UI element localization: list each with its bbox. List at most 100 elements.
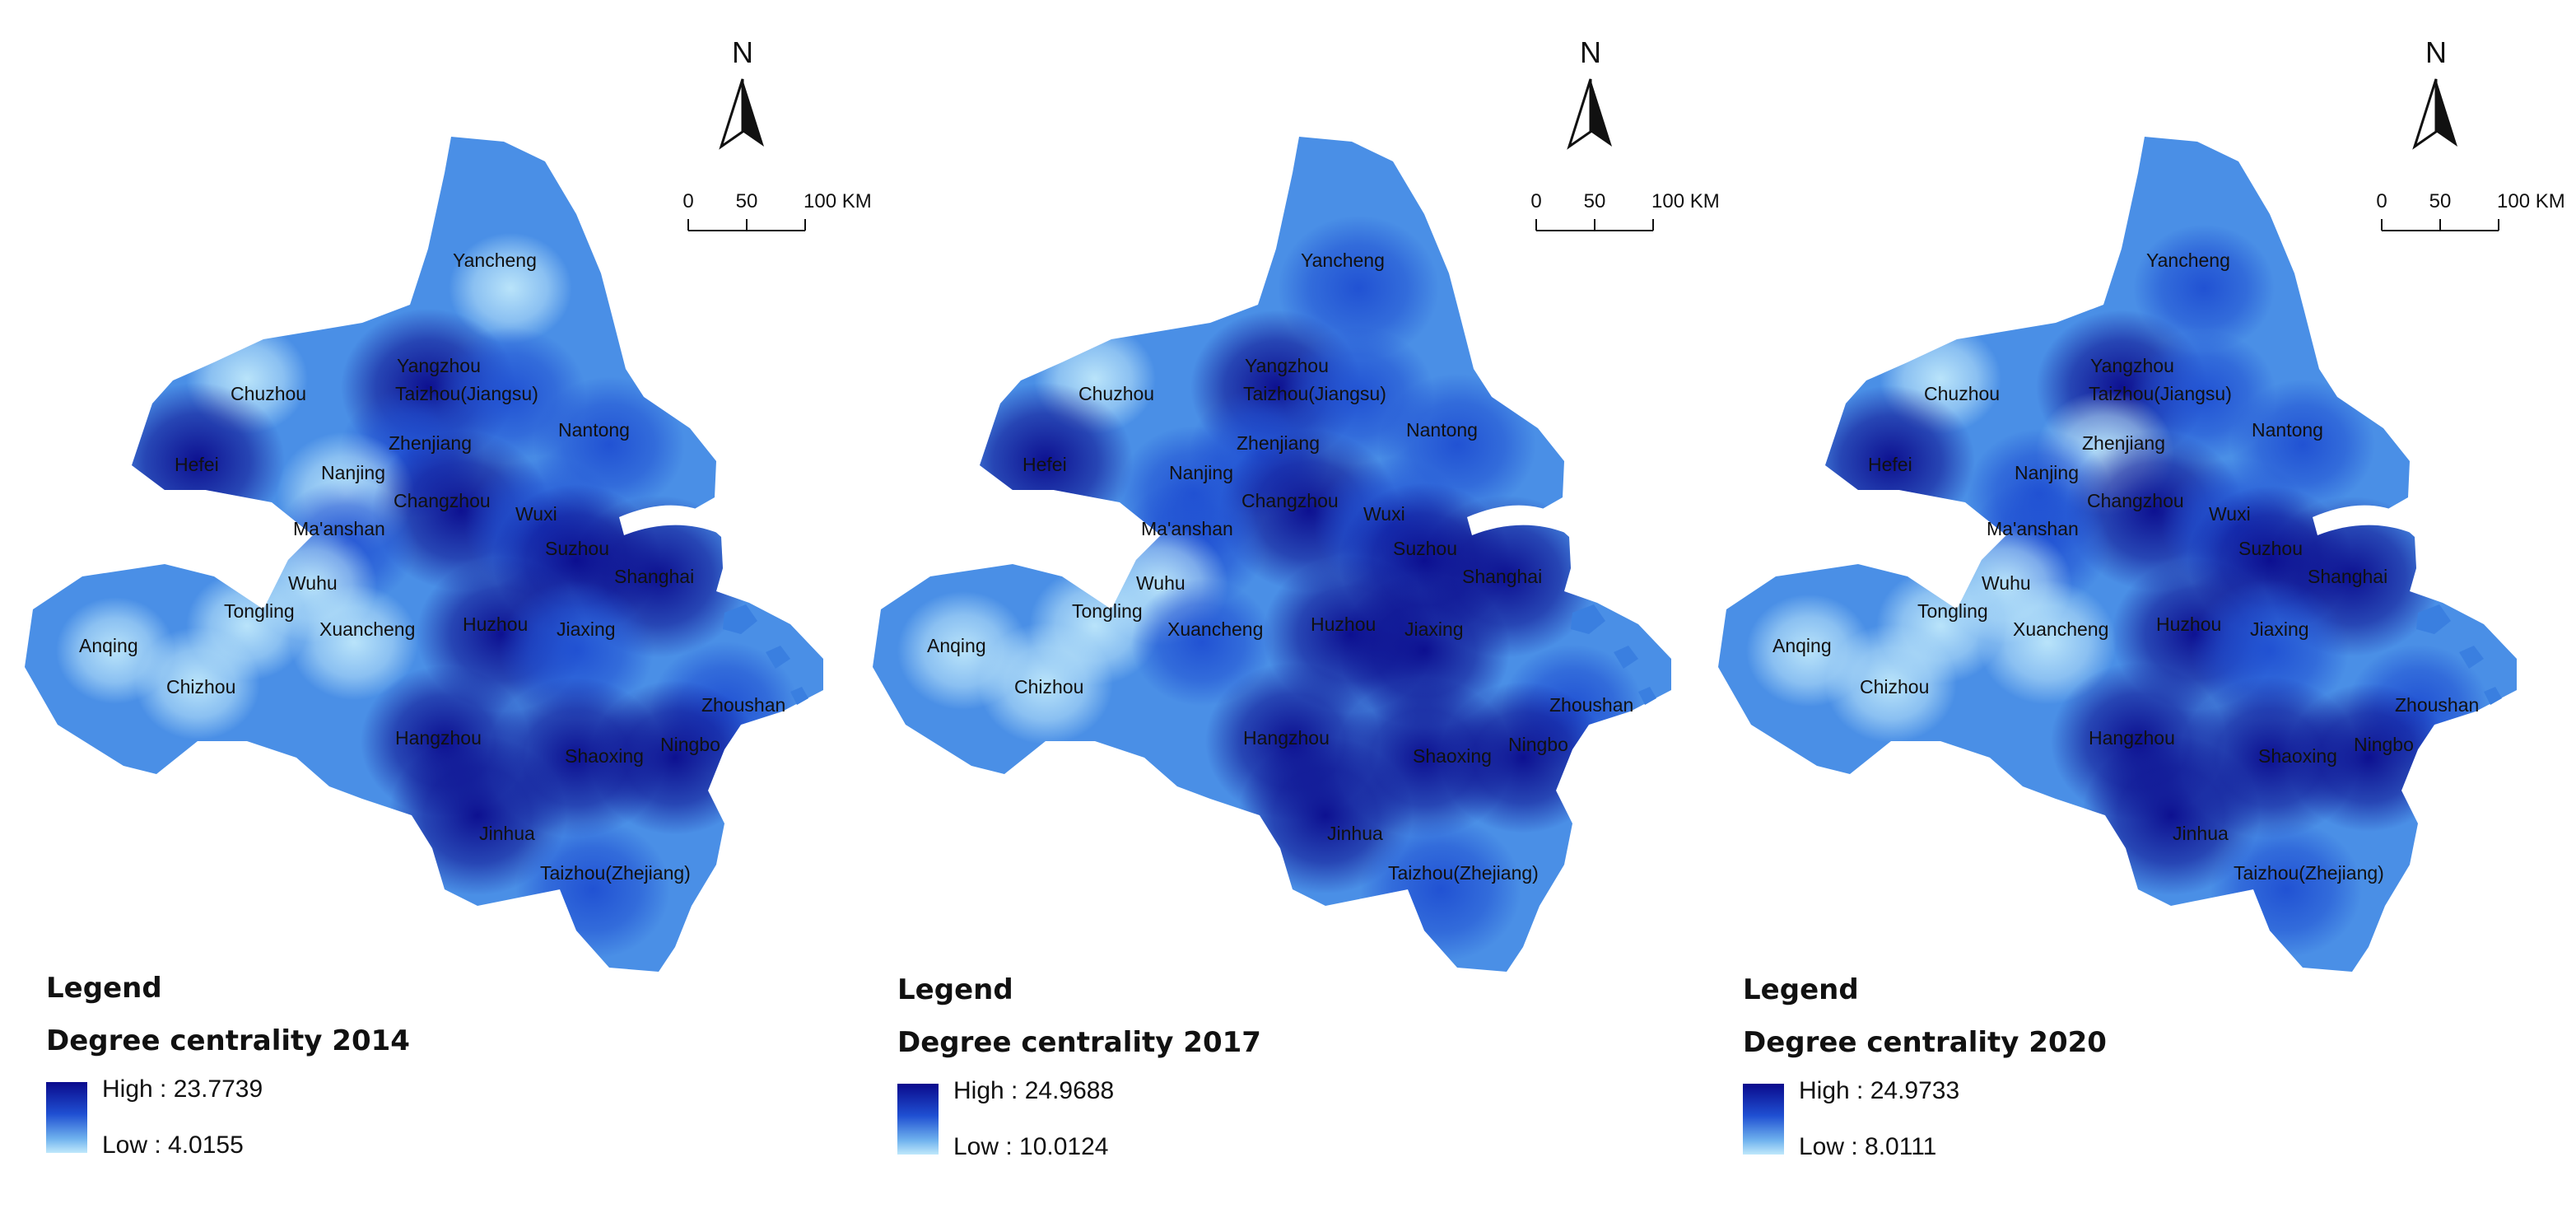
city-label: Ma'anshan <box>1987 518 2079 539</box>
legend-2017: Legend Degree centrality 2017 High : 24.… <box>897 973 1358 1212</box>
centrality-hotspot <box>1978 580 2117 705</box>
city-label: Zhoushan <box>2395 694 2479 716</box>
city-label: Xuancheng <box>2013 618 2108 640</box>
city-label: Huzhou <box>463 613 528 635</box>
city-label: Chuzhou <box>1924 383 2000 404</box>
city-label: Nanjing <box>321 462 385 483</box>
centrality-hotspot <box>978 623 1113 744</box>
city-label: Hefei <box>175 454 219 475</box>
city-label: Ningbo <box>660 734 720 755</box>
city-label: Taizhou(Jiangsu) <box>2089 383 2232 404</box>
legend-heading: Legend <box>1743 973 1859 1006</box>
city-label: Yangzhou <box>2090 355 2174 376</box>
city-label: Jinhua <box>2173 823 2229 844</box>
legend-2014: Legend Degree centrality 2014 High : 23.… <box>46 972 507 1211</box>
city-label: Suzhou <box>1393 538 1457 559</box>
legend-high-value: High : 24.9688 <box>953 1077 1115 1104</box>
city-label: Hangzhou <box>2089 727 2175 749</box>
north-letter: N <box>732 35 753 69</box>
centrality-hotspot <box>1360 816 1521 963</box>
city-label: Hefei <box>1868 454 1912 475</box>
centrality-hotspot <box>1131 578 1273 707</box>
city-label: Nantong <box>2252 419 2323 441</box>
city-label: Ma'anshan <box>293 518 385 539</box>
legend-title: Degree centrality 2014 <box>46 1024 410 1057</box>
city-label: Changzhou <box>1241 490 1339 511</box>
city-label: Yangzhou <box>1245 355 1329 376</box>
color-ramp <box>897 1084 939 1155</box>
city-label: Xuancheng <box>1167 618 1263 640</box>
city-label: Anqing <box>1772 635 1832 656</box>
city-label: Taizhou(Zhejiang) <box>1388 862 1539 884</box>
scale-tick-label: 50 <box>2429 190 2452 212</box>
north-arrow-icon <box>1567 78 1612 150</box>
city-label: Suzhou <box>2238 538 2303 559</box>
city-label: Suzhou <box>545 538 609 559</box>
city-label: Yancheng <box>1301 250 1385 271</box>
city-label: Anqing <box>79 635 138 656</box>
city-label: Anqing <box>927 635 986 656</box>
legend-low-value: Low : 8.0111 <box>1799 1133 1937 1160</box>
city-label: Huzhou <box>2156 613 2221 635</box>
city-label: Jinhua <box>1327 823 1383 844</box>
legend-low-value: Low : 10.0124 <box>953 1133 1109 1160</box>
city-label: Changzhou <box>2087 490 2184 511</box>
city-label: Shanghai <box>2308 566 2387 587</box>
city-label: Zhenjiang <box>389 432 472 454</box>
scale-tick-label: 0 <box>2376 190 2387 212</box>
legend-low-value: Low : 4.0155 <box>102 1131 244 1159</box>
color-ramp <box>46 1082 87 1153</box>
centrality-hotspot <box>290 584 418 701</box>
city-label: Tongling <box>1917 600 1988 622</box>
city-label: Hangzhou <box>395 727 482 749</box>
scale-bar: 0 50 100 KM <box>1530 190 1720 231</box>
city-label: Taizhou(Zhejiang) <box>2234 862 2384 884</box>
city-label: Taizhou(Zhejiang) <box>540 862 691 884</box>
centrality-hotspot <box>449 232 572 344</box>
centrality-surface <box>897 215 1643 963</box>
scale-tick-label: 50 <box>736 190 758 212</box>
city-label: Yangzhou <box>397 355 481 376</box>
north-arrow-icon <box>2412 78 2457 150</box>
city-label: Tongling <box>224 600 295 622</box>
city-label: Chizhou <box>166 676 235 697</box>
map-panel-2020: Yancheng Yangzhou Taizhou(Jiangsu) Chuzhou N… <box>1718 35 2565 972</box>
city-label: Jiaxing <box>1404 618 1464 640</box>
scale-tick-label: 100 KM <box>804 190 872 212</box>
north-letter: N <box>1580 35 1601 69</box>
city-label: Chuzhou <box>231 383 306 404</box>
city-label: Wuhu <box>1982 572 2031 594</box>
city-label: Wuhu <box>1136 572 1186 594</box>
centrality-hotspot <box>1825 624 1957 743</box>
city-label: Xuancheng <box>319 618 415 640</box>
north-arrow-icon <box>719 78 764 150</box>
legend-2020: Legend Degree centrality 2020 High : 24.… <box>1743 973 2204 1212</box>
city-label: Changzhou <box>394 490 491 511</box>
city-label: Zhoushan <box>1549 694 1633 716</box>
city-label: Wuxi <box>515 503 557 525</box>
city-label: Ningbo <box>2354 734 2414 755</box>
scale-tick-label: 100 KM <box>1651 190 1720 212</box>
legend-heading: Legend <box>46 972 162 1005</box>
city-label: Hefei <box>1022 454 1067 475</box>
scale-tick-label: 0 <box>682 190 693 212</box>
scale-bar: 0 50 100 KM <box>2376 190 2565 231</box>
city-label: Yancheng <box>453 250 537 271</box>
city-label: Huzhou <box>1311 613 1376 635</box>
scale-bar: 0 50 100 KM <box>682 190 872 231</box>
map-panel-2017: Yancheng Yangzhou Taizhou(Jiangsu) Chuzhou N… <box>873 35 1720 972</box>
centrality-hotspot <box>2133 224 2275 352</box>
legend-title: Degree centrality 2017 <box>897 1026 1261 1059</box>
city-label: Ningbo <box>1508 734 1568 755</box>
city-label: Shaoxing <box>2258 745 2337 767</box>
legend-high-value: High : 23.7739 <box>102 1075 263 1103</box>
centrality-hotspot <box>499 581 654 721</box>
city-label: Shaoxing <box>565 745 644 767</box>
scale-tick-label: 50 <box>1584 190 1606 212</box>
color-ramp <box>1743 1084 1784 1155</box>
city-label: Shanghai <box>1462 566 1542 587</box>
city-label: Jinhua <box>479 823 535 844</box>
scale-tick-label: 100 KM <box>2497 190 2565 212</box>
city-label: Tongling <box>1072 600 1143 622</box>
